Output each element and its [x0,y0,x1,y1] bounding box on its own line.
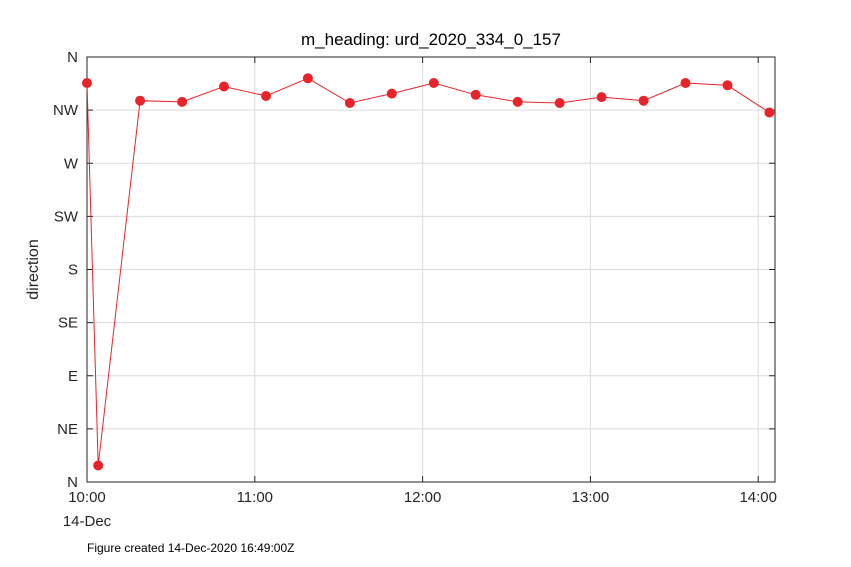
x-tick-label: 14:00 [739,489,777,506]
data-point [596,92,607,103]
data-point [135,95,146,106]
series-line [86,77,770,466]
series [82,73,775,471]
data-point [344,98,355,108]
data-point [470,89,481,100]
y-tick-label: NW [53,102,79,119]
y-tick-label: N [67,49,78,66]
data-point [428,78,439,88]
figure-caption: Figure created 14-Dec-2020 16:49:00Z [87,541,295,555]
data-point [680,78,691,88]
y-tick-label: S [68,262,78,279]
y-tick-label: N [67,474,78,491]
data-point [219,81,229,92]
y-tick-label: E [68,368,78,385]
grid [87,57,775,482]
chart-title: m_heading: urd_2020_334_0_157 [301,30,561,49]
x-tick-label: 10:00 [68,489,106,506]
data-point [554,98,565,108]
y-axis: N NE E SE S SW W NW N [53,49,775,491]
data-point [512,96,523,107]
data-point [638,95,649,106]
data-point [386,88,397,99]
y-tick-label: SE [58,315,78,332]
y-tick-label: NE [57,421,78,438]
x-tick-label: 12:00 [404,489,442,506]
x-axis: 10:00 11:00 12:00 13:00 14:00 [68,57,777,506]
data-point [177,96,188,107]
x-tick-label: 13:00 [572,489,610,506]
y-axis-label: direction [25,239,42,299]
data-point [261,91,271,101]
y-tick-label: W [64,155,79,172]
data-point [722,80,733,91]
data-point [764,107,775,118]
y-tick-label: SW [54,208,79,225]
x-tick-label: 11:00 [237,489,273,506]
data-point [93,460,104,471]
x-date-label: 14-Dec [63,513,112,530]
data-point [302,73,313,84]
data-point [82,78,92,88]
